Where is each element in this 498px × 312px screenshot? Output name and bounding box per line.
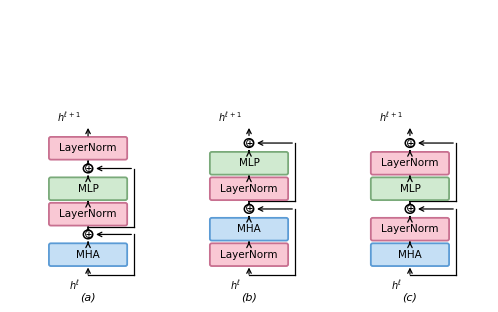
- Text: $\oplus$: $\oplus$: [83, 228, 94, 241]
- Text: LayerNorm: LayerNorm: [381, 224, 439, 234]
- Text: $\oplus$: $\oplus$: [404, 137, 415, 149]
- Text: $h^{\ell}$: $h^{\ell}$: [230, 278, 242, 292]
- FancyBboxPatch shape: [49, 137, 127, 160]
- FancyBboxPatch shape: [371, 218, 449, 241]
- Text: $h^{\ell+1}$: $h^{\ell+1}$: [379, 110, 402, 124]
- Circle shape: [83, 164, 93, 173]
- Text: $\oplus$: $\oplus$: [83, 162, 94, 175]
- Circle shape: [405, 139, 415, 147]
- FancyBboxPatch shape: [210, 178, 288, 200]
- FancyBboxPatch shape: [371, 152, 449, 175]
- Text: LayerNorm: LayerNorm: [59, 209, 117, 219]
- Text: $h^{\ell+1}$: $h^{\ell+1}$: [57, 110, 81, 124]
- FancyBboxPatch shape: [49, 178, 127, 200]
- Text: $\oplus$: $\oplus$: [244, 202, 254, 216]
- Text: MLP: MLP: [78, 184, 99, 194]
- Text: $\oplus$: $\oplus$: [404, 202, 415, 216]
- Text: LayerNorm: LayerNorm: [220, 184, 278, 194]
- Text: MHA: MHA: [76, 250, 100, 260]
- FancyBboxPatch shape: [210, 243, 288, 266]
- FancyBboxPatch shape: [49, 203, 127, 226]
- FancyBboxPatch shape: [371, 178, 449, 200]
- FancyBboxPatch shape: [49, 243, 127, 266]
- Text: $\oplus$: $\oplus$: [244, 137, 254, 149]
- Text: LayerNorm: LayerNorm: [381, 158, 439, 168]
- Text: $h^{\ell}$: $h^{\ell}$: [391, 278, 402, 292]
- Text: LayerNorm: LayerNorm: [220, 250, 278, 260]
- Text: $h^{\ell+1}$: $h^{\ell+1}$: [218, 110, 242, 124]
- Text: MLP: MLP: [399, 184, 420, 194]
- Text: LayerNorm: LayerNorm: [59, 143, 117, 153]
- Text: MLP: MLP: [239, 158, 259, 168]
- Circle shape: [245, 205, 253, 213]
- Text: (b): (b): [241, 293, 257, 303]
- FancyBboxPatch shape: [371, 243, 449, 266]
- FancyBboxPatch shape: [210, 152, 288, 175]
- Text: MHA: MHA: [237, 224, 261, 234]
- Circle shape: [83, 230, 93, 239]
- Text: (c): (c): [402, 293, 417, 303]
- Circle shape: [405, 205, 415, 213]
- Text: MHA: MHA: [398, 250, 422, 260]
- Text: $h^{\ell}$: $h^{\ell}$: [69, 278, 81, 292]
- Circle shape: [245, 139, 253, 147]
- Text: (a): (a): [80, 293, 96, 303]
- FancyBboxPatch shape: [210, 218, 288, 241]
